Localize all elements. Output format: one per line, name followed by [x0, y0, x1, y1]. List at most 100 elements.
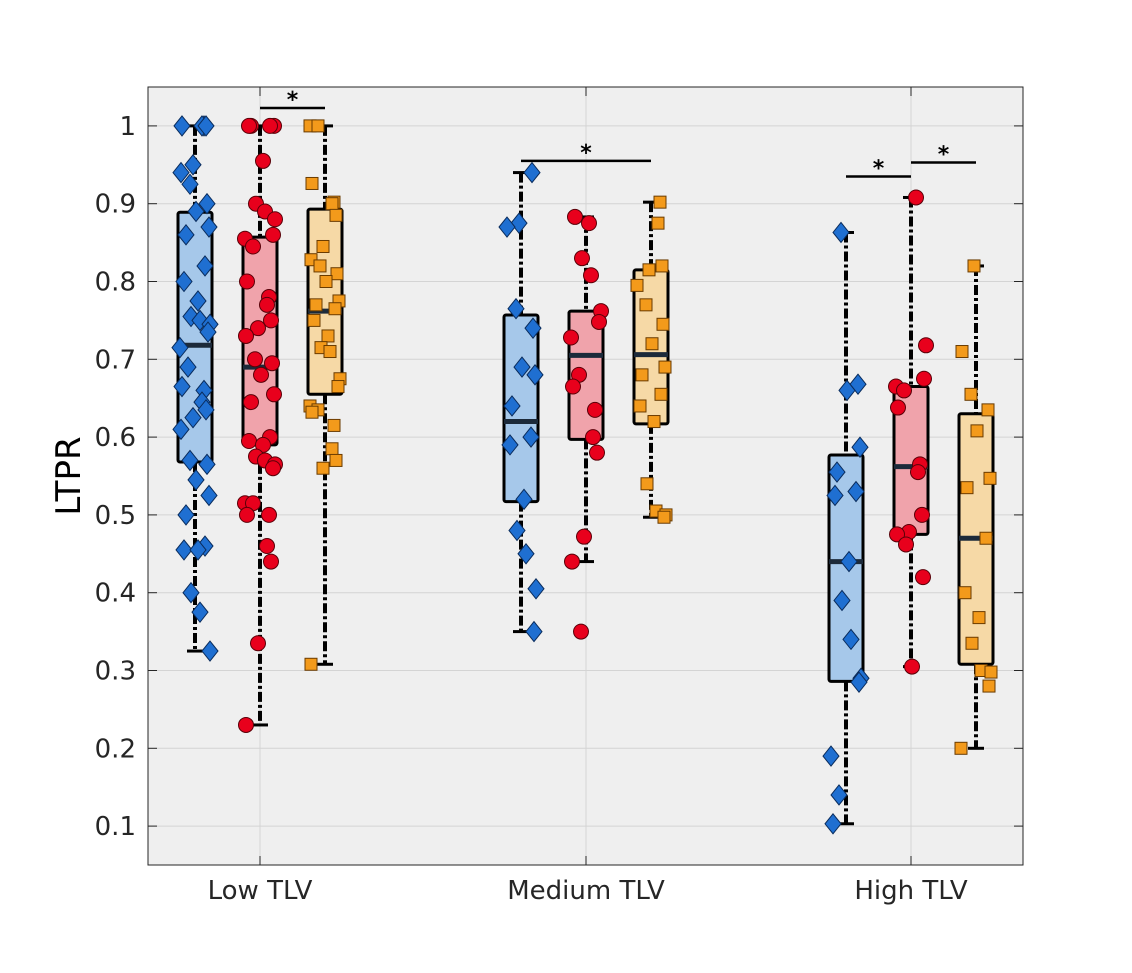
- point-circle: [255, 436, 271, 453]
- x-tick-label: Medium TLV: [507, 876, 665, 906]
- point-square: [656, 317, 670, 331]
- significance-star: *: [873, 156, 885, 181]
- y-tick-label: 0.4: [95, 579, 136, 609]
- point-circle: [238, 327, 254, 344]
- point-circle: [255, 152, 271, 169]
- point-diamond: [196, 255, 214, 277]
- y-tick-label: 0.9: [95, 190, 136, 220]
- point-square: [979, 531, 993, 545]
- point-circle: [239, 273, 255, 290]
- point-square: [647, 415, 661, 429]
- point-circle: [585, 429, 601, 446]
- point-square: [327, 418, 341, 432]
- point-circle: [250, 635, 266, 652]
- point-diamond: [525, 620, 543, 643]
- y-tick-label: 0.7: [95, 345, 136, 375]
- point-square: [633, 399, 647, 413]
- point-circle: [589, 444, 605, 461]
- point-diamond: [181, 449, 199, 472]
- point-diamond: [181, 173, 199, 196]
- point-square: [304, 657, 318, 671]
- point-circle: [591, 313, 607, 330]
- point-circle: [261, 506, 277, 523]
- point-square: [981, 403, 995, 417]
- point-diamond: [172, 161, 190, 184]
- point-circle: [918, 337, 934, 354]
- point-circle: [583, 267, 599, 284]
- point-diamond: [172, 418, 190, 441]
- point-square: [305, 405, 319, 419]
- point-diamond: [189, 290, 207, 312]
- point-square: [954, 741, 968, 755]
- point-diamond: [189, 539, 207, 561]
- point-square: [960, 481, 974, 495]
- point-square: [328, 302, 342, 316]
- y-tick-label: 0.1: [95, 812, 136, 842]
- y-tick-label: 1: [119, 112, 136, 142]
- point-diamond: [522, 426, 540, 448]
- point-square: [316, 461, 330, 475]
- point-diamond: [517, 542, 535, 565]
- point-square: [311, 119, 325, 133]
- point-diamond: [184, 406, 202, 429]
- point-square: [955, 345, 969, 359]
- point-square: [958, 586, 972, 600]
- point-square: [316, 239, 330, 253]
- y-tick-label: 0.5: [95, 501, 136, 531]
- y-tick-label: 0.2: [95, 734, 136, 764]
- point-square: [321, 329, 335, 343]
- point-square: [630, 278, 644, 292]
- point-square: [329, 208, 343, 222]
- point-diamond: [198, 453, 216, 476]
- point-diamond: [200, 484, 218, 507]
- point-circle: [564, 553, 580, 570]
- point-circle: [262, 117, 278, 134]
- point-circle: [243, 394, 259, 411]
- y-axis-label: LTPR: [49, 436, 89, 515]
- point-circle: [916, 370, 932, 387]
- point-circle: [253, 366, 269, 383]
- point-diamond: [826, 484, 844, 507]
- point-diamond: [187, 469, 205, 491]
- point-diamond: [850, 671, 868, 693]
- point-diamond: [200, 216, 218, 238]
- point-diamond: [840, 550, 858, 573]
- point-circle: [581, 215, 597, 232]
- significance-star: *: [287, 88, 299, 113]
- point-circle: [250, 320, 266, 337]
- point-square: [640, 477, 654, 491]
- point-diamond: [198, 192, 216, 215]
- significance-bar: *: [911, 142, 976, 167]
- x-tick-label: High TLV: [854, 876, 968, 906]
- point-diamond: [838, 379, 856, 402]
- point-circle: [567, 208, 583, 225]
- point-diamond: [830, 784, 848, 806]
- point-circle: [241, 117, 257, 134]
- point-circle: [239, 506, 255, 523]
- point-diamond: [182, 581, 200, 604]
- significance-bar: *: [846, 156, 911, 181]
- point-square: [642, 263, 656, 277]
- point-circle: [259, 296, 275, 313]
- point-square: [635, 368, 649, 382]
- point-square: [983, 471, 997, 485]
- x-tick-label: Low TLV: [208, 876, 313, 906]
- point-circle: [908, 189, 924, 206]
- point-circle: [914, 506, 930, 523]
- point-diamond: [515, 488, 533, 511]
- point-circle: [576, 528, 592, 545]
- significance-bar: *: [521, 141, 651, 166]
- point-diamond: [832, 221, 850, 244]
- point-diamond: [498, 216, 516, 238]
- point-circle: [898, 536, 914, 553]
- point-square: [970, 424, 984, 438]
- point-diamond: [526, 364, 544, 386]
- point-circle: [563, 329, 579, 346]
- point-diamond: [523, 161, 541, 184]
- point-diamond: [173, 375, 191, 398]
- point-diamond: [503, 395, 521, 417]
- y-tick-label: 0.8: [95, 268, 136, 298]
- point-circle: [889, 526, 905, 543]
- point-circle: [915, 569, 931, 586]
